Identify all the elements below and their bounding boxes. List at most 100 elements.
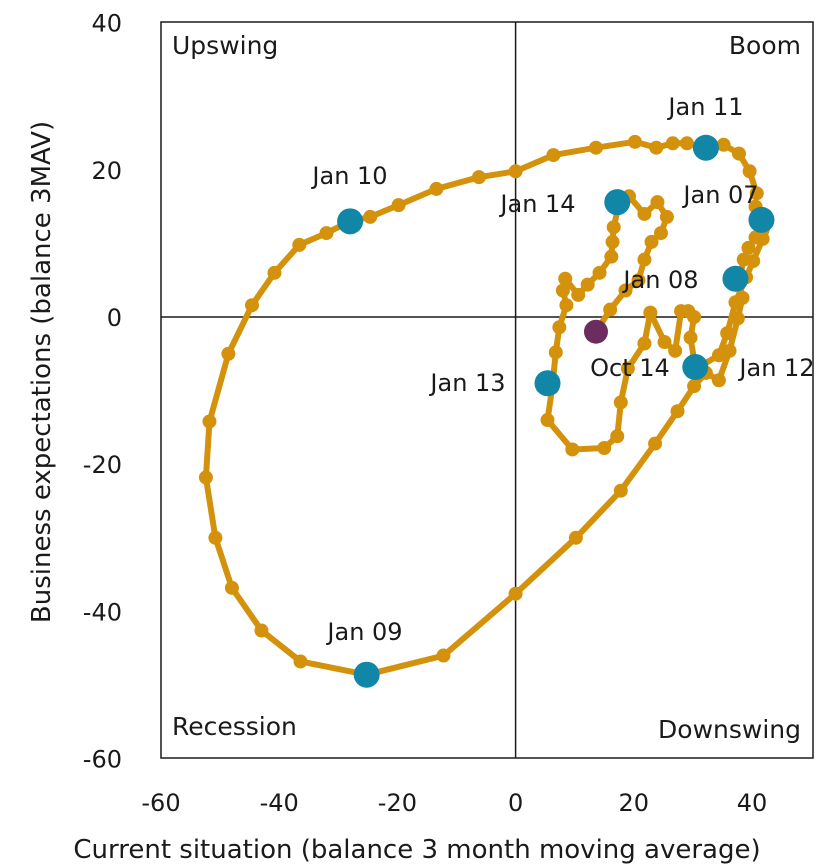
data-point — [292, 237, 307, 252]
quadrant-label-downswing: Downswing — [658, 715, 801, 744]
data-point — [363, 209, 378, 224]
latest-point — [583, 319, 608, 344]
data-point — [716, 137, 731, 152]
x-tick-label: -60 — [141, 789, 180, 817]
y-axis-ticks: 40 20 0 -20 -40 -60 — [83, 10, 122, 774]
data-point — [245, 298, 260, 313]
point-annotation: Jan 09 — [325, 618, 402, 646]
data-point — [592, 265, 607, 280]
highlight-point — [604, 189, 631, 216]
data-point — [571, 287, 586, 302]
quadrant-label-boom: Boom — [729, 31, 801, 60]
data-point — [711, 348, 726, 363]
highlight-point — [353, 661, 380, 688]
data-point — [605, 234, 620, 249]
data-point — [637, 336, 652, 351]
data-point — [254, 623, 269, 638]
data-point — [224, 580, 239, 595]
highlight-point — [692, 134, 719, 161]
point-annotation: Jan 12 — [737, 354, 814, 382]
data-point — [508, 586, 523, 601]
data-point — [604, 249, 619, 264]
data-point — [267, 265, 282, 280]
data-point — [221, 346, 236, 361]
highlight-point — [682, 354, 709, 381]
data-point — [208, 530, 223, 545]
data-point — [637, 252, 652, 267]
point-annotation: Jan 13 — [428, 369, 505, 397]
data-point — [618, 283, 633, 298]
quadrant-label-recession: Recession — [172, 712, 297, 741]
data-point — [620, 361, 635, 376]
x-tick-label: 20 — [619, 789, 650, 817]
data-point — [670, 404, 685, 419]
data-point — [643, 305, 658, 320]
y-tick-label: -40 — [83, 598, 122, 626]
data-point — [597, 441, 612, 456]
point-annotation: Jan 14 — [498, 190, 575, 218]
highlight-point — [722, 265, 749, 292]
data-point — [665, 136, 680, 151]
data-point — [508, 164, 523, 179]
data-point — [568, 530, 583, 545]
data-point — [648, 436, 663, 451]
data-point — [649, 140, 664, 155]
y-tick-label: -20 — [83, 451, 122, 479]
data-point — [731, 146, 746, 161]
latest-annotation: Oct 14 — [590, 354, 670, 382]
data-point — [653, 226, 668, 241]
data-point — [657, 335, 672, 350]
data-point — [588, 140, 603, 155]
data-point — [722, 343, 737, 358]
data-point — [603, 302, 618, 317]
data-point — [720, 326, 735, 341]
data-point — [429, 181, 444, 196]
data-point — [749, 186, 764, 201]
data-point — [613, 483, 628, 498]
point-annotation: Jan 07 — [681, 181, 758, 209]
quadrant-label-upswing: Upswing — [172, 31, 278, 60]
data-point — [683, 330, 698, 345]
x-tick-label: 40 — [737, 789, 768, 817]
y-tick-label: -60 — [83, 746, 122, 774]
data-point — [679, 136, 694, 151]
point-annotation: Jan 08 — [621, 266, 698, 294]
data-point — [202, 414, 217, 429]
highlight-point — [748, 206, 775, 233]
data-point — [668, 343, 683, 358]
data-point — [728, 295, 743, 310]
data-point — [741, 240, 756, 255]
point-annotation: Jan 11 — [666, 93, 743, 121]
y-tick-label: 20 — [91, 157, 122, 185]
data-point — [637, 206, 652, 221]
y-axis-title: Business expectations (balance 3MAV) — [27, 121, 57, 623]
x-axis-title: Current situation (balance 3 month movin… — [73, 835, 760, 865]
data-point — [552, 320, 567, 335]
data-point — [391, 198, 406, 213]
data-point — [293, 654, 308, 669]
highlight-point — [337, 208, 364, 235]
data-point — [730, 311, 745, 326]
data-point — [659, 209, 674, 224]
data-point — [711, 373, 726, 388]
data-point — [559, 298, 574, 313]
data-point — [548, 345, 563, 360]
data-point — [580, 277, 595, 292]
data-point — [319, 226, 334, 241]
highlight-markers — [337, 134, 775, 688]
data-point — [644, 234, 659, 249]
data-point — [627, 134, 642, 149]
x-tick-label: -20 — [378, 789, 417, 817]
x-tick-label: 0 — [508, 789, 523, 817]
data-point — [558, 271, 573, 286]
data-point — [742, 164, 757, 179]
annotations: Jan 07 Jan 08 Jan 09 Jan 10 Jan 11 Jan 12 Jan … — [310, 93, 814, 646]
data-point — [555, 283, 570, 298]
data-point — [755, 231, 770, 246]
highlight-point — [534, 370, 561, 397]
data-point — [746, 254, 761, 269]
series-markers — [198, 134, 770, 682]
data-point — [610, 429, 625, 444]
data-point — [198, 470, 213, 485]
